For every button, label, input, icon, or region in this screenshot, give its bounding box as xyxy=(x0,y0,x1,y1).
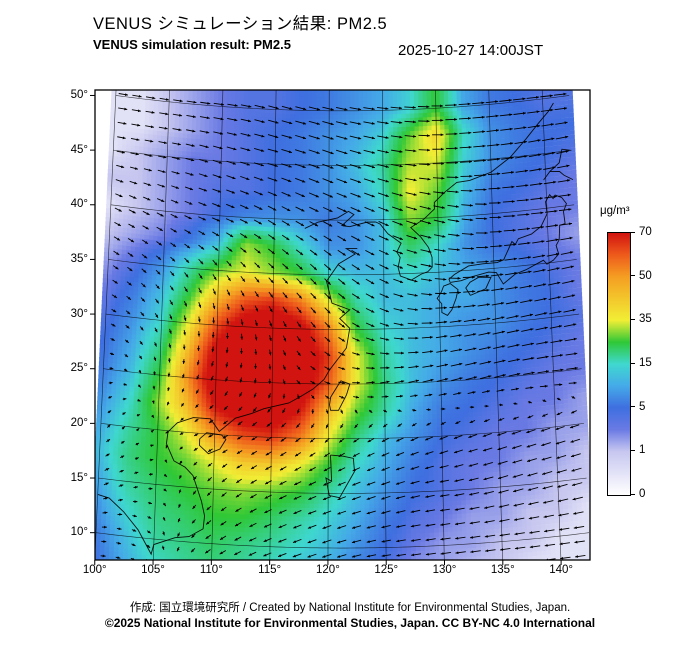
colorbar-tick-mark xyxy=(630,275,635,277)
copyright-line: ©2025 National Institute for Environment… xyxy=(104,616,596,630)
colorbar xyxy=(607,232,631,496)
y-axis-tick-label: 50° xyxy=(70,88,88,101)
x-axis-tick-label: 140° xyxy=(549,564,573,576)
colorbar-tick-mark xyxy=(630,406,635,408)
colorbar-tick-mark xyxy=(630,318,635,320)
colorbar-tick-label: 35 xyxy=(639,313,652,326)
colorbar-tick-label: 5 xyxy=(639,400,646,413)
colorbar-tick-mark xyxy=(630,493,635,495)
x-axis-tick-label: 105° xyxy=(141,564,165,576)
y-axis-tick-label: 30° xyxy=(70,307,88,320)
colorbar-tick-label: 15 xyxy=(639,357,652,369)
x-axis-tick-label: 115° xyxy=(258,564,282,576)
y-axis-tick-label: 15° xyxy=(70,471,88,484)
colorbar-tick-label: 70 xyxy=(639,226,652,238)
colorbar-tick-label: 50 xyxy=(639,269,652,282)
colorbar-tick-label: 0 xyxy=(639,488,646,500)
y-axis-tick-label: 40° xyxy=(70,198,88,211)
y-axis-tick-label: 45° xyxy=(70,143,88,156)
page-title-japanese: VENUS シミュレーション結果: PM2.5 xyxy=(93,15,388,33)
x-axis-tick-label: 130° xyxy=(432,564,457,576)
y-axis-tick-label: 20° xyxy=(70,416,88,429)
timestamp-label: 2025-10-27 14:00JST xyxy=(398,42,544,59)
page-title-english: VENUS simulation result: PM2.5 xyxy=(93,37,291,52)
y-axis-tick-label: 10° xyxy=(70,526,88,539)
y-axis-tick-label: 35° xyxy=(70,252,88,265)
x-axis-tick-label: 135° xyxy=(490,564,515,576)
credit-line: 作成: 国立環境研究所 / Created by National Instit… xyxy=(129,602,571,614)
x-axis-tick-label: 125° xyxy=(374,564,399,576)
x-axis-tick-label: 100° xyxy=(82,564,107,576)
x-axis-tick-label: 110° xyxy=(199,564,223,576)
x-axis-tick-label: 120° xyxy=(316,564,340,576)
colorbar-tick-label: 1 xyxy=(639,444,646,457)
colorbar-unit-label: μg/m³ xyxy=(600,205,630,217)
y-axis-tick-label: 25° xyxy=(70,362,88,375)
colorbar-tick-mark xyxy=(630,362,635,364)
colorbar-tick-mark xyxy=(630,449,635,451)
colorbar-tick-mark xyxy=(630,231,635,233)
